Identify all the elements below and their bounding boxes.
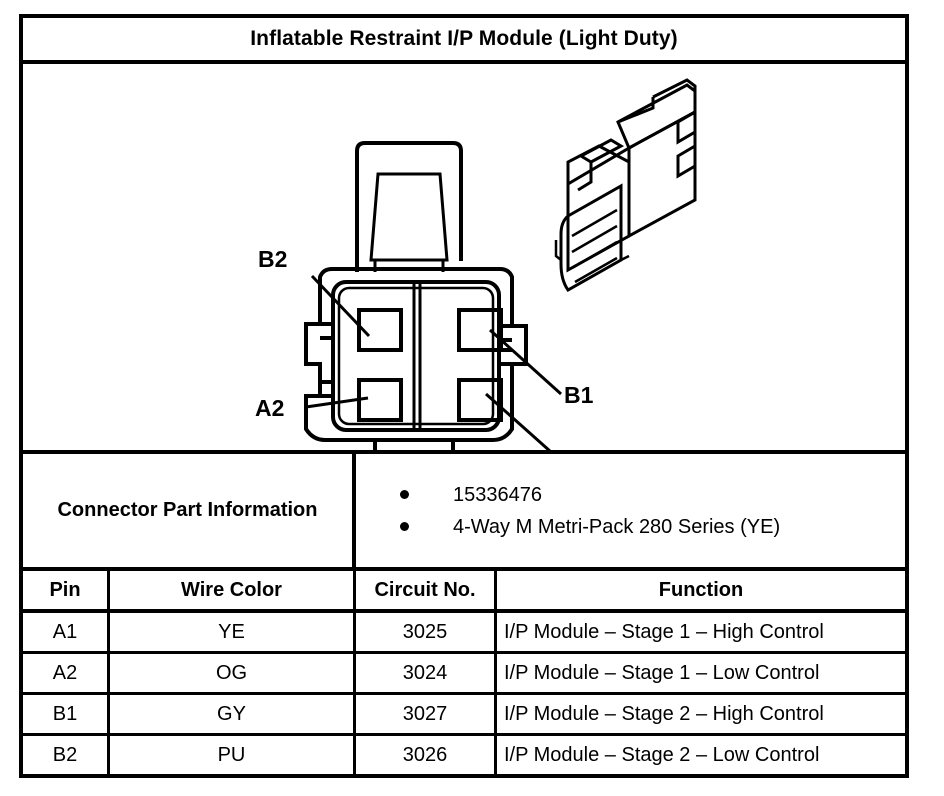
cell-pin: A1 [23,613,110,651]
cell-wire-color: GY [110,695,356,733]
leader-line-A1 [485,392,552,450]
connector-part-information-values: 15336476 4-Way M Metri-Pack 280 Series (… [356,454,905,567]
notch-right-lower [497,348,512,366]
cell-function: I/P Module – Stage 1 – High Control [504,620,824,643]
cell-function: I/P Module – Stage 2 – Low Control [504,743,820,766]
cavity-wall-inner [337,286,495,426]
connector-part-information-row: Connector Part Information 15336476 4-Wa… [23,454,905,571]
leader-line-A2 [305,396,369,409]
latch-lever-window [369,172,449,262]
isometric-view [554,78,697,292]
iso-rear-latch-top [652,78,697,99]
connector-part-item: 4-Way M Metri-Pack 280 Series (YE) [400,517,905,537]
connector-part-information-label: Connector Part Information [57,499,318,521]
notch-left-lower [320,380,335,398]
pin-callout-B1: B1 [564,382,594,408]
notch-left-upper [320,322,335,340]
iso-latch-tab-side [577,162,593,192]
iso-body-top [616,83,697,151]
iso-lip [554,240,562,261]
connector-part-number: 15336476 [453,483,542,506]
iso-lip-right [620,254,630,262]
cell-pin: B2 [23,736,110,774]
cell-wire-color: YE [110,613,356,651]
pin-table: Pin Wire Color Circuit No. Function A1 Y… [23,571,905,774]
cell-pin: A2 [23,654,110,692]
latch-lever-outer [355,141,463,261]
bullet-icon [400,522,409,531]
connector-part-item: 15336476 [400,485,905,505]
table-header-row: Pin Wire Color Circuit No. Function [23,571,905,613]
iso-rail-upper [676,109,697,145]
cell-wire-color: OG [110,654,356,692]
title-bar: Inflatable Restraint I/P Module (Light D… [23,18,905,64]
pin-cavity-A1 [457,378,503,422]
column-header-circuit-no: Circuit No. [356,571,497,609]
connector-outer-shell [304,267,528,442]
iso-rail-lower [676,143,697,179]
connector-part-description: 4-Way M Metri-Pack 280 Series (YE) [453,515,781,538]
connector-diagram: B2 B1 A2 A1 [23,64,905,454]
column-header-function: Function [658,578,744,601]
column-header-wire-color: Wire Color [110,571,356,609]
iso-rib-1 [571,208,618,238]
cell-circuit-no: 3024 [356,654,497,692]
bullet-icon [400,490,409,499]
cell-pin: B1 [23,695,110,733]
iso-rib-2 [571,224,618,254]
pin-cavity-A2 [357,378,403,422]
table-row: A2 OG 3024 I/P Module – Stage 1 – Low Co… [23,654,905,695]
iso-body-right [627,109,697,239]
table-row: B2 PU 3026 I/P Module – Stage 2 – Low Co… [23,736,905,774]
table-row: B1 GY 3027 I/P Module – Stage 2 – High C… [23,695,905,736]
connector-diagram-svg: B2 B1 A2 A1 [255,78,697,450]
iso-rib-3 [571,240,618,270]
table-row: A1 YE 3025 I/P Module – Stage 1 – High C… [23,613,905,654]
pin-callout-B2: B2 [258,246,287,272]
leader-line-B2 [310,274,371,338]
column-header-pin: Pin [23,571,110,609]
document-frame: Inflatable Restraint I/P Module (Light D… [19,14,909,778]
cell-circuit-no: 3026 [356,736,497,774]
connector-part-information-label-cell: Connector Part Information [23,454,356,567]
cell-wire-color: PU [110,736,356,774]
leader-line-B1 [488,328,563,396]
cell-circuit-no: 3027 [356,695,497,733]
iso-latch-tab [577,138,625,164]
iso-body-left [566,145,631,273]
front-face-view [304,141,563,450]
iso-front-opening [559,183,623,292]
pin-cavity-B2 [357,308,403,352]
pin-callout-A2: A2 [255,395,284,421]
cell-function: I/P Module – Stage 1 – Low Control [504,661,820,684]
cell-circuit-no: 3025 [356,613,497,651]
pin-callout-A1: A1 [564,448,594,450]
pin-cavity-B1 [457,308,503,352]
page-title: Inflatable Restraint I/P Module (Light D… [250,27,678,50]
cell-function: I/P Module – Stage 2 – High Control [504,702,824,725]
iso-rib-4 [574,256,618,284]
